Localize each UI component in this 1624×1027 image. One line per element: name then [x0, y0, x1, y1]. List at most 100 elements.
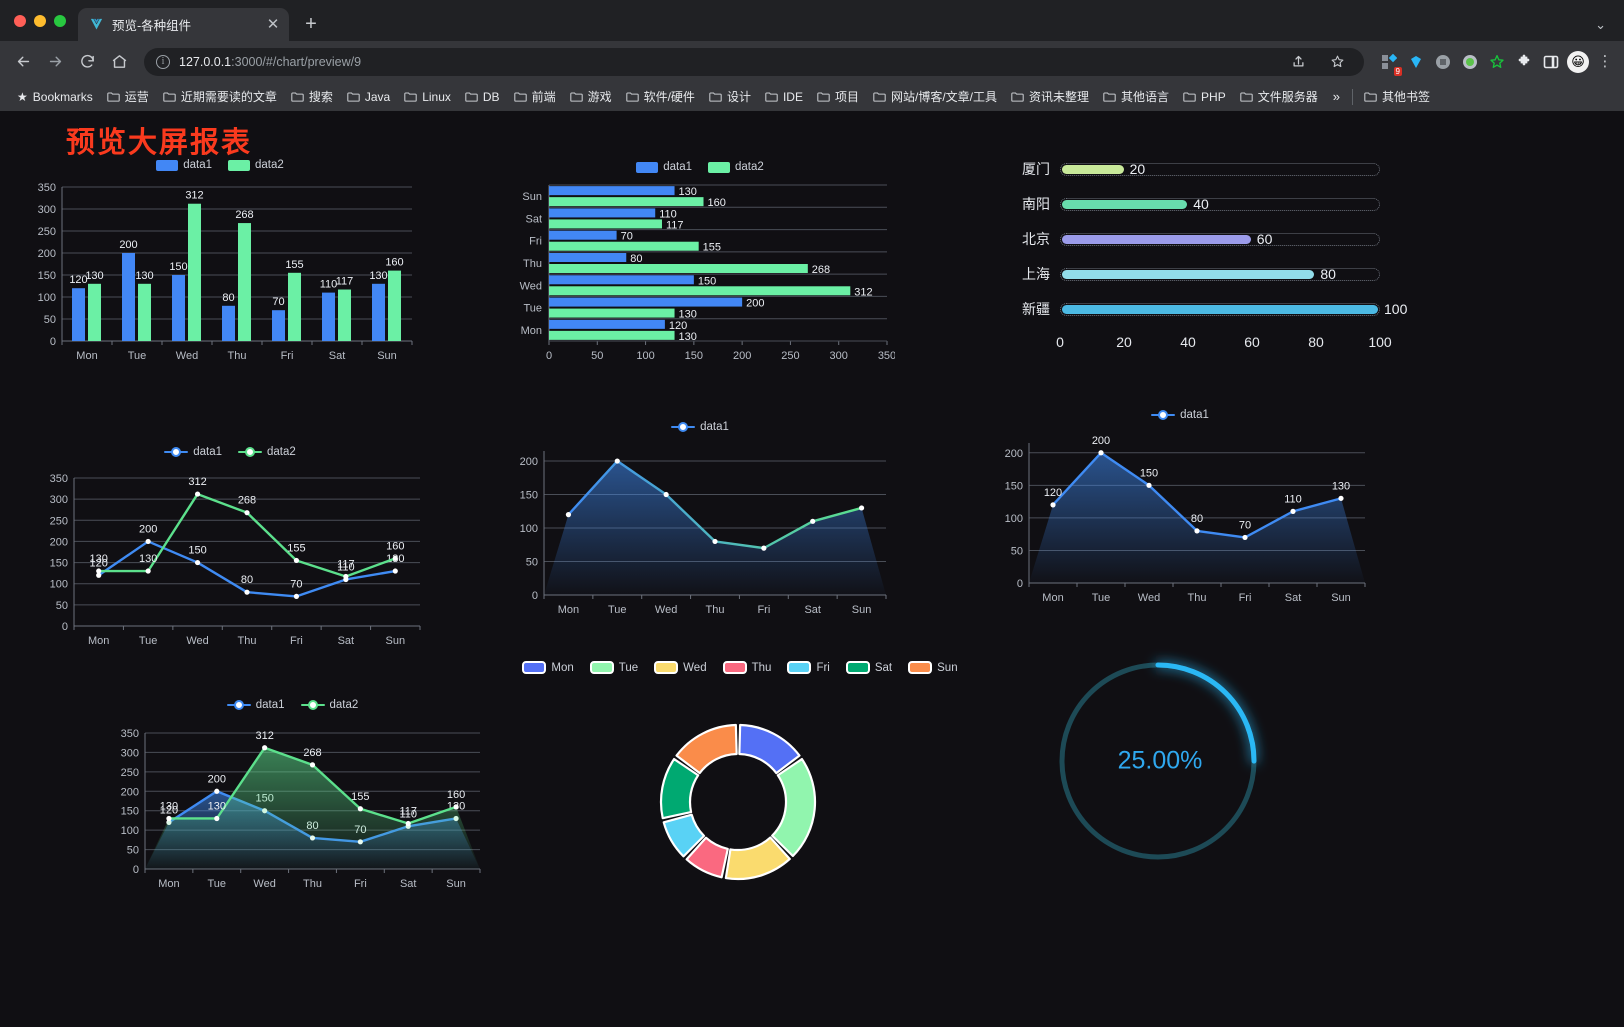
legend-item-data1[interactable]: data1: [636, 161, 692, 173]
bookmark-folder[interactable]: PHP: [1176, 87, 1233, 107]
bookmark-folder[interactable]: 资讯未整理: [1004, 85, 1096, 108]
data-point[interactable]: [309, 762, 316, 768]
progress-track[interactable]: 80: [1060, 266, 1380, 282]
bookmarks-overflow-icon[interactable]: »: [1332, 89, 1340, 104]
progress-track[interactable]: 100: [1060, 301, 1407, 317]
data-point[interactable]: [145, 568, 151, 574]
bar[interactable]: [549, 241, 699, 251]
browser-menu-icon[interactable]: ⋮: [1597, 52, 1613, 70]
data-point[interactable]: [96, 572, 102, 578]
bar[interactable]: [549, 330, 675, 340]
bar[interactable]: [72, 288, 85, 341]
bar[interactable]: [138, 283, 151, 341]
data-point[interactable]: [343, 573, 349, 580]
bar[interactable]: [549, 208, 656, 218]
bookmark-folder[interactable]: IDE: [758, 87, 810, 107]
star-outline-green-icon[interactable]: [1486, 51, 1508, 73]
data-point[interactable]: [166, 815, 172, 822]
legend-item-thu[interactable]: Thu: [722, 661, 771, 674]
bar[interactable]: [549, 230, 617, 240]
pie-slice[interactable]: [659, 757, 700, 820]
legend-item-fri[interactable]: Fri: [787, 661, 830, 674]
data-point[interactable]: [194, 491, 201, 497]
site-info-icon[interactable]: i: [156, 54, 170, 69]
bar[interactable]: [338, 289, 351, 341]
data-point[interactable]: [262, 745, 268, 751]
pie-slice[interactable]: [738, 723, 801, 775]
bar[interactable]: [188, 203, 201, 341]
pie-slice[interactable]: [771, 757, 817, 858]
bookmark-folder[interactable]: 项目: [810, 85, 866, 108]
data-point[interactable]: [96, 568, 102, 574]
data-point[interactable]: [1050, 502, 1056, 508]
legend-item-data1[interactable]: data1: [1151, 409, 1209, 421]
bookmark-folder[interactable]: 近期需要读的文章: [156, 85, 284, 108]
data-point[interactable]: [293, 593, 300, 599]
new-tab-button[interactable]: +: [305, 12, 317, 35]
pie-slice[interactable]: [724, 836, 791, 881]
close-window-button[interactable]: [14, 14, 26, 27]
pie-slice[interactable]: [662, 813, 706, 858]
address-bar[interactable]: i 127.0.0.1:3000/#/chart/preview/9: [144, 47, 1364, 77]
data-point[interactable]: [357, 806, 363, 812]
share-icon[interactable]: [1283, 47, 1313, 77]
bookmark-star-icon[interactable]: [1322, 47, 1352, 77]
bookmark-folder[interactable]: DB: [458, 87, 507, 107]
bar[interactable]: [549, 253, 627, 262]
bar[interactable]: [549, 308, 675, 318]
other-bookmarks-folder[interactable]: 其他书签: [1357, 85, 1437, 108]
legend-item-data2[interactable]: data2: [708, 161, 764, 173]
data-point[interactable]: [1146, 482, 1152, 488]
compass-icon[interactable]: [1432, 51, 1454, 73]
data-point[interactable]: [565, 512, 572, 518]
reload-icon[interactable]: [72, 47, 102, 77]
bar[interactable]: [549, 264, 808, 273]
data-point[interactable]: [194, 559, 201, 566]
data-point[interactable]: [244, 589, 250, 595]
bar[interactable]: [238, 223, 251, 341]
bar[interactable]: [272, 310, 285, 341]
window-controls[interactable]: [10, 0, 78, 41]
bar[interactable]: [372, 283, 385, 341]
chevron-down-icon[interactable]: ⌄: [1595, 17, 1606, 32]
legend-item-data1[interactable]: data1: [164, 446, 222, 458]
data-point[interactable]: [214, 788, 220, 794]
sidepanel-icon[interactable]: [1540, 51, 1562, 73]
bar[interactable]: [122, 253, 135, 341]
bar[interactable]: [172, 275, 185, 341]
data-point[interactable]: [214, 815, 220, 822]
bookmark-folder[interactable]: 其他语言: [1096, 85, 1176, 108]
bar[interactable]: [549, 275, 694, 285]
bar[interactable]: [549, 286, 851, 296]
data-point[interactable]: [712, 538, 718, 545]
data-point[interactable]: [663, 491, 669, 498]
bar[interactable]: [549, 186, 675, 196]
legend-item-sun[interactable]: Sun: [908, 661, 958, 674]
legend-item-wed[interactable]: Wed: [654, 661, 707, 674]
legend-item-data2[interactable]: data2: [300, 699, 358, 711]
progress-track[interactable]: 40: [1060, 196, 1380, 212]
data-point[interactable]: [244, 510, 250, 516]
bookmark-folder[interactable]: 运营: [100, 85, 156, 108]
bookmark-folder[interactable]: Java: [340, 87, 397, 107]
data-point[interactable]: [614, 458, 620, 464]
close-tab-icon[interactable]: ✕: [266, 16, 280, 33]
bookmark-folder[interactable]: Linux: [397, 87, 458, 107]
forward-icon[interactable]: [40, 47, 70, 77]
bookmark-folder[interactable]: 设计: [702, 85, 758, 108]
bar[interactable]: [549, 319, 665, 329]
data-point[interactable]: [1242, 534, 1248, 541]
maximize-window-button[interactable]: [54, 14, 66, 27]
legend-item-sat[interactable]: Sat: [845, 661, 892, 674]
bar[interactable]: [549, 219, 662, 229]
progress-track[interactable]: 20: [1060, 161, 1380, 177]
bar[interactable]: [88, 283, 101, 341]
bar[interactable]: [388, 270, 401, 341]
legend-item-data2[interactable]: data2: [238, 446, 296, 458]
minimize-window-button[interactable]: [34, 14, 46, 27]
bookmark-folder[interactable]: 软件/硬件: [619, 85, 702, 108]
bar[interactable]: [322, 292, 335, 341]
data-point[interactable]: [392, 555, 398, 561]
bookmark-folder[interactable]: 文件服务器: [1233, 85, 1325, 108]
legend-item-data1[interactable]: data1: [156, 159, 212, 171]
